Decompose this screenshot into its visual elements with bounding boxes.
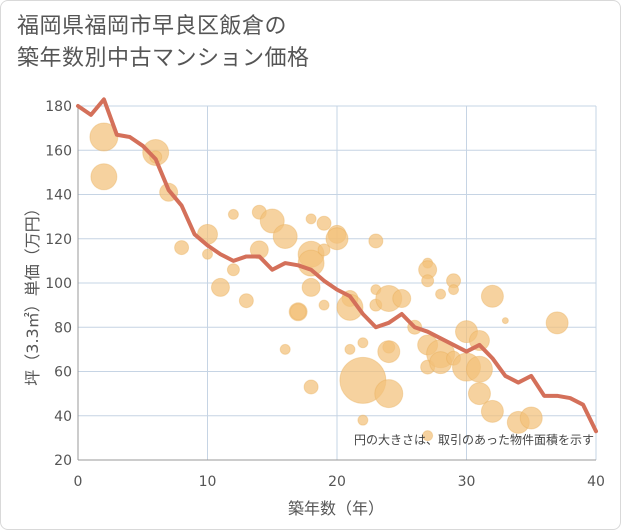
bubble-point	[519, 406, 543, 430]
tick-labels: 0 10 20 30 40 20 40 60 80 100 120 140 160 180	[45, 99, 605, 490]
bubble-point	[325, 227, 349, 251]
chart-title-line-2: 築年数別中古マンション価格	[17, 46, 310, 71]
y-tick-label: 160	[45, 143, 72, 159]
bubble-point	[368, 233, 384, 249]
bubble-point	[90, 163, 118, 191]
bubble-point	[501, 317, 509, 325]
bubble-point	[227, 208, 239, 220]
bubble-point	[238, 293, 254, 309]
bubble-point	[317, 243, 331, 257]
y-tick-label: 120	[45, 232, 72, 248]
bubble-point	[210, 277, 230, 297]
axes	[77, 106, 596, 461]
bubble-point	[377, 340, 401, 364]
x-tick-label: 30	[458, 474, 476, 490]
chart-title: 福岡県福岡市早良区飯倉の 築年数別中古マンション価格	[17, 11, 310, 75]
bubble-point	[305, 213, 317, 225]
x-tick-label: 20	[328, 474, 346, 490]
y-tick-label: 60	[54, 365, 72, 381]
bubble-point	[272, 224, 298, 250]
bubble-point	[316, 215, 332, 231]
bubble-point	[357, 337, 369, 349]
bubble-point	[467, 382, 491, 406]
bubble-point	[202, 248, 213, 260]
bubble-point	[480, 284, 504, 308]
x-tick-label: 40	[587, 474, 605, 490]
x-axis-title: 築年数（年）	[288, 499, 384, 518]
size-legend-note: 円の大きさは、取引のあった物件面積を示す	[354, 432, 594, 447]
y-tick-label: 40	[54, 409, 72, 425]
bubble-series	[89, 122, 569, 442]
bubble-point	[226, 263, 240, 277]
bubble-point	[301, 277, 321, 297]
y-tick-label: 180	[45, 99, 72, 115]
y-axis-title: 坪（3.3㎡）単価（万円）	[23, 200, 42, 385]
x-tick-label: 0	[74, 474, 83, 490]
bubble-point	[357, 414, 369, 426]
y-tick-label: 100	[45, 276, 72, 292]
bubble-point	[545, 311, 569, 335]
bubble-point	[374, 379, 404, 409]
y-tick-label: 140	[45, 188, 72, 204]
y-tick-label: 80	[54, 320, 72, 336]
x-tick-label: 10	[199, 474, 217, 490]
bubble-point	[174, 240, 190, 256]
trend-line	[76, 97, 598, 434]
gridlines	[78, 105, 597, 461]
bubble-point	[448, 284, 460, 296]
bubble-point	[421, 274, 435, 288]
trend-line-series	[76, 97, 598, 434]
bubble-point	[422, 430, 434, 442]
bubble-point	[318, 299, 330, 311]
y-tick-label: 20	[54, 453, 72, 469]
bubble-point	[344, 343, 356, 355]
bubble-point	[435, 288, 447, 300]
bubble-point	[480, 399, 504, 423]
bubble-point	[303, 379, 319, 395]
bubble-point	[289, 303, 307, 321]
bubble-point	[392, 288, 412, 308]
chart-title-line-1: 福岡県福岡市早良区飯倉の	[17, 14, 288, 39]
bubble-point	[279, 343, 291, 355]
bubble-point	[465, 355, 493, 383]
bubble-point	[89, 122, 119, 152]
